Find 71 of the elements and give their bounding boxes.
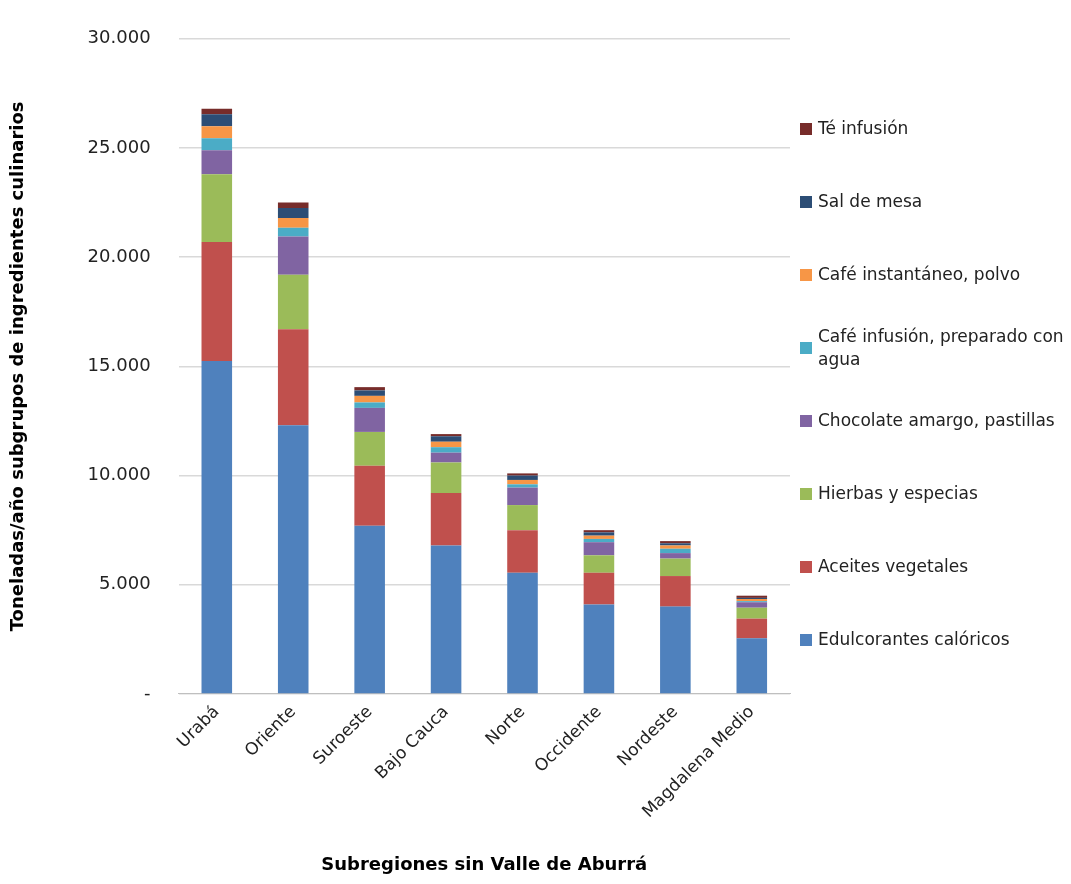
bar [201,126,233,139]
bar [354,407,385,432]
legend-label: Café infusión, preparado con agua [818,325,1065,370]
bar [660,576,691,607]
legend-label: Sal de mesa [818,190,923,213]
bar [277,208,309,218]
bar [430,441,462,448]
bar [507,479,538,485]
bar [583,538,615,543]
bar [583,572,615,605]
bar [277,425,309,694]
bar [277,274,309,330]
legend-label: Café instantáneo, polvo [818,263,1021,286]
y-tick-label: 25.000 [87,135,151,157]
bar [277,217,309,228]
bar [430,434,462,437]
bar [583,542,615,556]
bar [277,236,309,275]
bar [583,555,615,573]
legend-label: Té infusión [818,117,909,140]
y-tick-label: 20.000 [87,244,151,266]
bar [430,452,462,463]
bar [660,553,691,559]
bar [354,387,385,391]
bar [507,505,538,531]
bar [201,360,233,694]
bar [660,548,691,554]
bar [201,241,233,361]
bar [430,462,462,494]
bar [201,114,233,127]
bar [736,618,768,639]
bar [507,487,538,506]
bar [736,602,768,608]
bar [277,202,309,209]
bar [201,150,233,175]
bar [430,436,462,442]
bar [354,465,385,526]
y-tick-label: 30.000 [87,26,151,48]
legend-label: Chocolate amargo, pastillas [818,409,1055,432]
bar [507,530,538,573]
y-tick-label: 15.000 [87,354,151,376]
legend-label: Hierbas y especias [818,482,978,505]
legend-label: Edulcorantes calóricos [818,628,1010,651]
y-tick-label: 10.000 [87,463,151,485]
bar [201,174,233,242]
bar [430,493,462,546]
y-axis-title: Toneladas/año subgrupos de ingredientes culinarios [6,101,28,632]
bar [354,395,385,403]
bar [354,402,385,408]
bar [277,227,309,237]
bar [507,572,538,694]
bar [507,475,538,480]
bar [507,473,538,476]
bar [277,329,309,426]
bar [430,545,462,694]
bar [201,138,233,151]
bar [354,390,385,396]
bar [354,431,385,466]
bar [354,525,385,694]
bar [507,484,538,488]
x-axis-title: Subregiones sin Valle de Aburrá [321,852,648,874]
bar [736,607,768,619]
bar [583,604,615,694]
bar [660,558,691,577]
y-tick-label: - [144,681,151,703]
bar [736,638,768,694]
y-tick-label: 5.000 [99,572,151,594]
legend-label: Aceites vegetales [818,555,969,578]
bar [201,108,233,115]
bar [430,447,462,453]
bar [660,606,691,694]
